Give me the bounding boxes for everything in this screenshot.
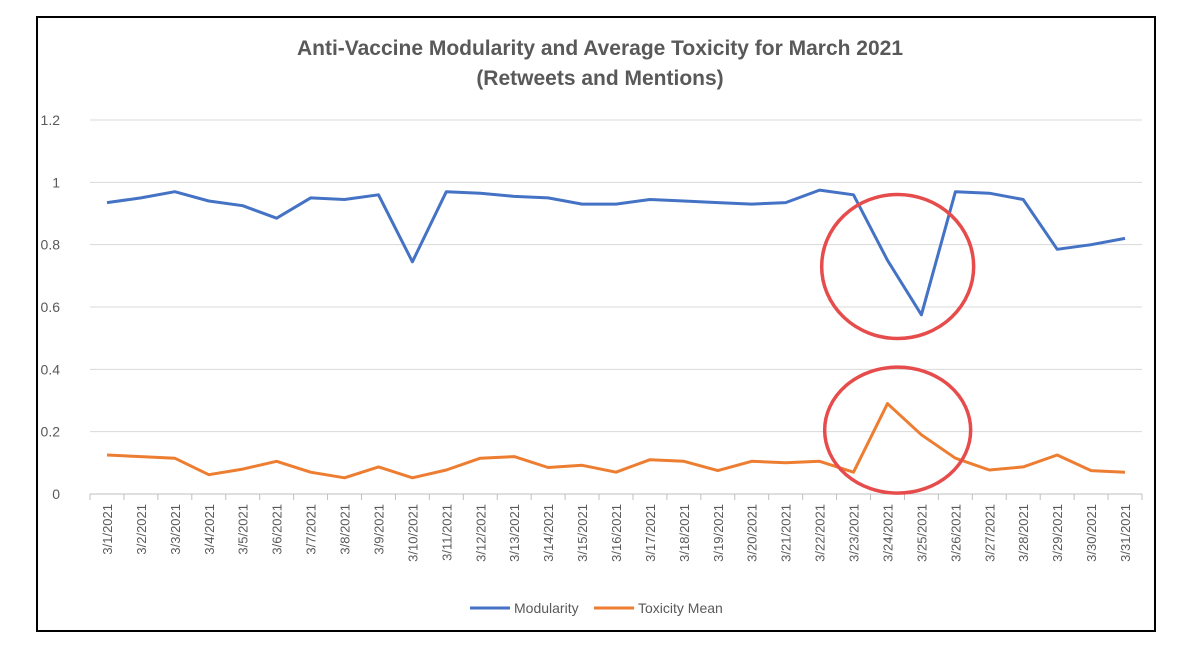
x-tick-label: 3/6/2021 (270, 504, 285, 555)
x-tick-label: 3/29/2021 (1050, 504, 1065, 562)
y-tick-label: 0.6 (41, 299, 61, 315)
x-axis: 3/1/2021 3/2/2021 3/3/2021 3/4/2021 3/5/2021… (89, 493, 1143, 562)
x-tick-label: 3/3/2021 (168, 504, 183, 555)
x-tick-label: 3/12/2021 (473, 504, 488, 562)
legend-label: Modularity (514, 600, 579, 616)
x-tick-label: 3/2/2021 (134, 504, 149, 555)
y-tick-label: 0.4 (41, 361, 61, 377)
x-tick-label: 3/4/2021 (202, 504, 217, 555)
x-tick-label: 3/11/2021 (439, 504, 454, 561)
series-line-modularity (106, 188, 1126, 317)
legend-label: Toxicity Mean (638, 600, 723, 616)
x-tick-label: 3/14/2021 (541, 504, 556, 562)
annotations (819, 192, 976, 495)
x-tick-label: 3/20/2021 (745, 504, 760, 562)
x-tick-label: 3/18/2021 (677, 504, 692, 562)
x-tick-label: 3/13/2021 (507, 504, 522, 562)
x-tick-label: 3/24/2021 (880, 504, 895, 562)
x-tick-label: 3/8/2021 (338, 504, 353, 555)
chart-title: Anti-Vaccine Modularity and Average Toxi… (297, 37, 903, 60)
x-tick-label: 3/21/2021 (779, 504, 794, 562)
x-tick-label: 3/16/2021 (609, 504, 624, 562)
series-line-toxicity-mean (106, 402, 1126, 480)
x-tick-label: 3/23/2021 (847, 504, 862, 562)
x-tick-label: 3/7/2021 (304, 504, 319, 555)
y-axis-ticks: 0 0.2 0.4 0.6 0.8 1 1.2 (41, 112, 61, 502)
line-chart: Anti-Vaccine Modularity and Average Toxi… (41, 37, 1143, 616)
y-tick-label: 0 (52, 486, 60, 502)
y-tick-label: 1.2 (41, 112, 61, 128)
x-tick-label: 3/10/2021 (405, 504, 420, 562)
x-tick-label: 3/27/2021 (982, 504, 997, 562)
gridlines (90, 119, 1142, 433)
x-tick-label: 3/25/2021 (914, 504, 929, 562)
x-tick-label: 3/22/2021 (813, 504, 828, 562)
annotation-circle-toxicity (822, 365, 973, 495)
x-tick-label: 3/1/2021 (100, 504, 115, 555)
chart-subtitle: (Retweets and Mentions) (476, 67, 723, 90)
x-tick-label: 3/9/2021 (371, 504, 386, 555)
series-lines (106, 188, 1126, 480)
x-tick-label: 3/5/2021 (236, 504, 251, 555)
x-tick-label: 3/30/2021 (1084, 504, 1099, 562)
annotation-circle-modularity (819, 192, 976, 341)
y-tick-label: 0.8 (41, 237, 61, 253)
x-tick-label: 3/26/2021 (948, 504, 963, 562)
x-tick-label: 3/17/2021 (643, 504, 658, 562)
legend: Modularity Toxicity Mean (470, 600, 723, 616)
x-tick-label: 3/28/2021 (1016, 504, 1031, 562)
y-tick-label: 0.2 (41, 424, 61, 440)
x-tick-label: 3/15/2021 (575, 504, 590, 562)
chart-frame: Anti-Vaccine Modularity and Average Toxi… (36, 16, 1156, 632)
x-tick-label: 3/31/2021 (1118, 504, 1133, 562)
y-tick-label: 1 (52, 174, 60, 190)
x-tick-label: 3/19/2021 (711, 504, 726, 562)
